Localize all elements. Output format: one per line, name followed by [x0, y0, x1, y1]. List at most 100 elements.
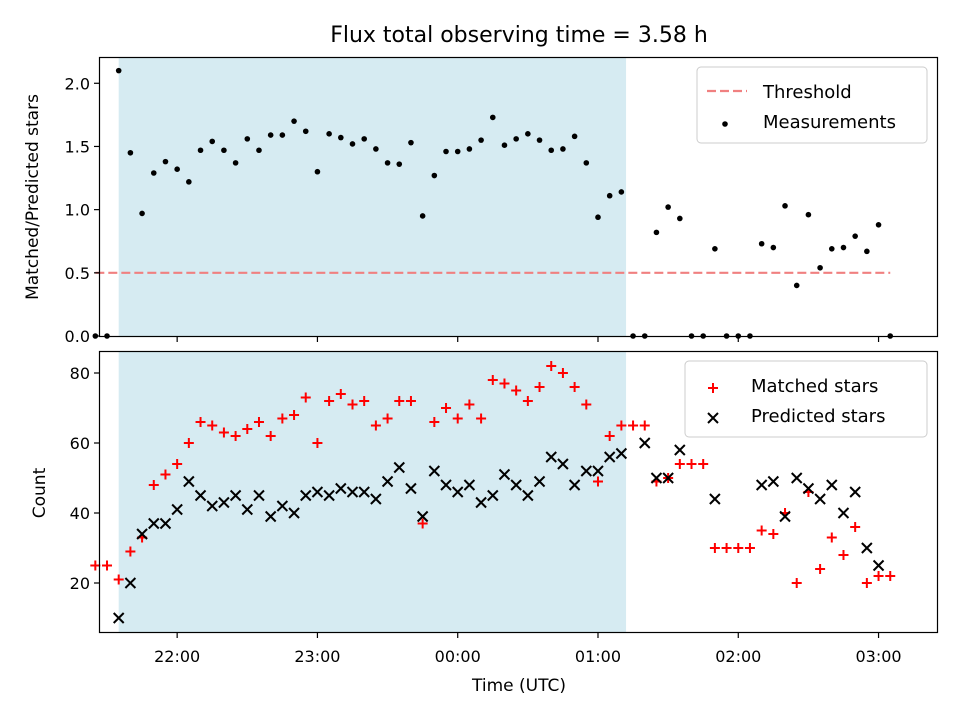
predicted-stars-point [393, 461, 405, 474]
measurement-point [232, 160, 239, 166]
predicted-stars-point [335, 482, 347, 495]
ratio-ytick-label: 0.0 [65, 327, 90, 346]
measurement-point [408, 139, 414, 146]
measurement-point [828, 246, 835, 252]
count-panel: 20 40 60 80 22:00 23:00 00:00 01:00 02:00 03:00 C… [30, 350, 939, 696]
measurement-point [817, 264, 823, 271]
count-panel-marks [90, 361, 896, 624]
ratio-ytick-label: 1.0 [65, 201, 90, 220]
measurement-point [606, 192, 613, 199]
measurement-point [758, 240, 765, 247]
xtick-label: 02:00 [715, 647, 761, 666]
count-panel-frame [98, 350, 939, 634]
matched-stars-point [581, 399, 592, 410]
predicted-stars-point [241, 503, 254, 516]
measurement-point [840, 244, 847, 251]
measurement-point [548, 147, 555, 154]
matched-stars-point [148, 480, 159, 490]
measurement-point [162, 158, 169, 165]
measurement-point [805, 211, 812, 218]
measurement-point [384, 160, 391, 166]
ratio-panel-marks [92, 67, 894, 339]
predicted-stars-point [264, 510, 277, 523]
predicted-stars-point [580, 465, 593, 477]
predicted-stars-point [674, 444, 686, 456]
predicted-stars-point [370, 493, 382, 505]
predicted-stars-point [218, 496, 230, 509]
matched-stars-point [674, 459, 685, 469]
xtick-label: 03:00 [855, 647, 901, 666]
xtick-label: 22:00 [154, 647, 200, 666]
matched-stars-point [441, 403, 452, 413]
legend-label: Threshold [762, 82, 852, 103]
matched-stars-point [394, 396, 405, 406]
predicted-stars-point [358, 486, 370, 498]
matched-stars-point [628, 420, 639, 431]
predicted-stars-point [498, 468, 511, 481]
predicted-stars-point [428, 465, 441, 477]
predicted-stars-point [463, 479, 476, 491]
predicted-stars-point [405, 482, 417, 495]
predicted-stars-point [603, 451, 616, 463]
count-ytick-label: 80 [70, 364, 90, 383]
predicted-stars-point [206, 500, 218, 512]
ratio-panel-legend: Threshold Measurements [696, 66, 928, 144]
measurement-point [852, 233, 858, 239]
predicted-stars-point [183, 475, 195, 488]
predicted-stars-point [791, 472, 803, 484]
matched-stars-point [511, 385, 522, 396]
measurement-point [209, 138, 216, 145]
measurement-point [221, 147, 227, 154]
legend-label: Matched stars [751, 376, 878, 397]
predicted-stars-point [381, 475, 394, 488]
measurement-point [782, 203, 788, 209]
measurement-point [513, 136, 519, 142]
matched-stars-point [242, 424, 253, 434]
predicted-stars-point [662, 472, 674, 484]
predicted-stars-point [416, 510, 429, 523]
matched-stars-point [499, 378, 510, 389]
ratio-panel-ylabel: Matched/Predicted stars [23, 94, 43, 300]
count-panel-axes: 20 40 60 80 22:00 23:00 00:00 01:00 02:00 03:00 [70, 364, 902, 666]
measurement-point [875, 222, 882, 228]
predicted-stars-point [861, 542, 873, 554]
measurement-point [419, 213, 426, 219]
measurement-point [454, 148, 461, 155]
measurement-point [536, 137, 543, 143]
matched-stars-point [721, 543, 732, 553]
measurement-point [770, 244, 777, 251]
measurement-point [595, 214, 601, 221]
matched-stars-point [522, 396, 533, 406]
measurement-point [466, 146, 473, 152]
measurement-point [583, 160, 590, 166]
predicted-stars-point [767, 475, 780, 488]
measurement-point [478, 137, 484, 143]
matched-stars-point [265, 431, 276, 441]
measurement-point [431, 172, 438, 179]
matched-stars-point [616, 420, 627, 431]
predicted-stars-point [159, 517, 172, 530]
matched-stars-point [686, 459, 697, 469]
predicted-stars-point [253, 489, 265, 502]
matched-stars-point [733, 543, 744, 553]
measurement-point [279, 132, 286, 138]
measurement-point [349, 141, 356, 147]
predicted-stars-point [522, 489, 534, 502]
xtick-label: 23:00 [294, 647, 340, 666]
predicted-stars-point [171, 503, 183, 516]
predicted-stars-point [545, 451, 557, 463]
matched-stars-point [639, 420, 650, 431]
predicted-stars-point [323, 489, 335, 502]
predicted-stars-point [148, 517, 160, 530]
count-panel-ylabel: Count [30, 467, 50, 518]
matched-stars-point [300, 392, 311, 403]
matched-stars-point [382, 413, 393, 424]
matched-stars-point [487, 375, 498, 385]
matched-stars-point [335, 389, 346, 399]
predicted-stars-point [814, 493, 826, 505]
matched-stars-point [850, 522, 861, 532]
measurement-point [677, 215, 683, 222]
predicted-stars-point [650, 472, 663, 484]
predicted-stars-point [229, 489, 242, 502]
measurement-point [443, 148, 449, 155]
